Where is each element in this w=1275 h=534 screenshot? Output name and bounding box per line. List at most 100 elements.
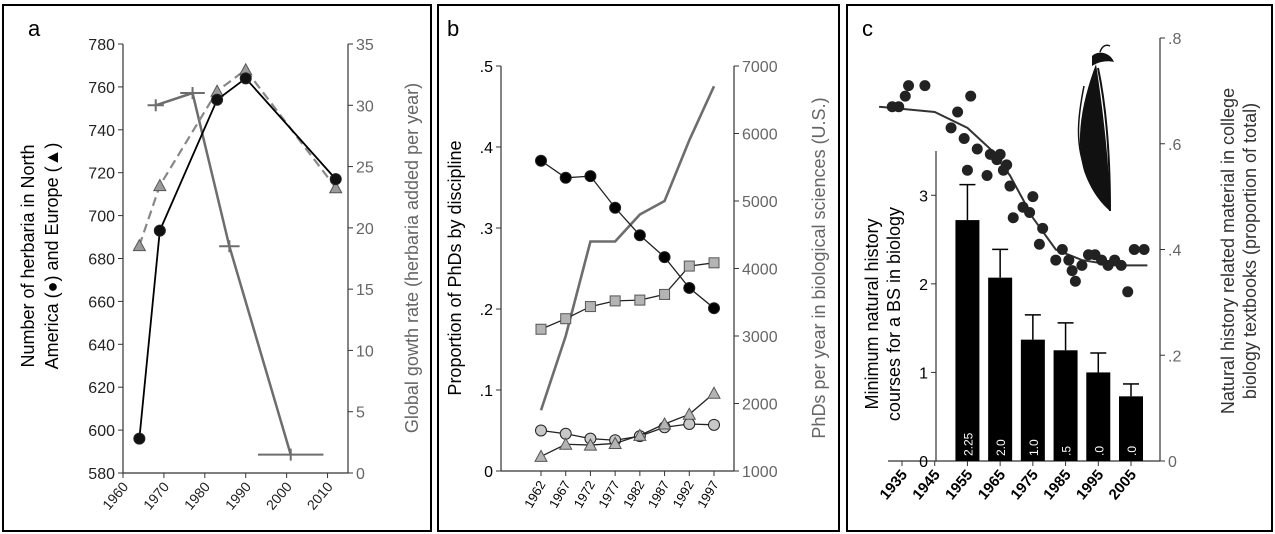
discipline-point	[609, 201, 622, 214]
europe-point	[328, 180, 343, 194]
y-axis-label-line-1: Minimum natural history	[862, 218, 882, 409]
y2-tick-label: 10	[356, 343, 374, 360]
textbook-point	[971, 143, 983, 155]
textbook-point	[1037, 222, 1049, 234]
panel-b: b 0 .1 .2 .3 .4 .5 1000 2000 3000 4000 5000 6000 7000…	[437, 4, 840, 532]
y2-tick-label: 4000	[742, 262, 778, 279]
y2-tick-label: 7000	[742, 59, 778, 76]
discipline-point	[683, 260, 695, 272]
bar-data-label: 2.0	[994, 439, 1008, 456]
north-america-point	[133, 432, 146, 445]
x-tick-label: 1990	[222, 478, 254, 512]
textbook-point	[1063, 254, 1075, 266]
bar-data-label: .0	[1092, 446, 1106, 456]
textbook-point	[1027, 191, 1039, 203]
y-tick-label: 700	[88, 209, 115, 226]
y-tick-label: 0	[484, 464, 493, 481]
textbook-point	[1066, 265, 1078, 277]
plant-illustration-part	[1092, 52, 1114, 66]
discipline-point	[583, 438, 598, 451]
series-growth-line	[155, 91, 292, 455]
bar-data-label: 2.25	[961, 432, 975, 456]
y-tick-label: 580	[88, 466, 115, 483]
textbook-point	[1024, 206, 1036, 218]
textbook-point	[945, 122, 957, 134]
discipline-point	[584, 301, 596, 313]
textbook-point	[893, 101, 905, 113]
x-tick-label: 1977	[595, 478, 622, 511]
textbook-point	[981, 169, 993, 181]
bar-data-label: .5	[1060, 446, 1074, 456]
x-tick-label: 1935	[877, 467, 911, 503]
y-tick-label: 600	[88, 423, 115, 440]
bar	[988, 277, 1013, 461]
y-tick-label: .1	[480, 383, 493, 400]
y2-tick-label: 5000	[742, 194, 778, 211]
bar	[1053, 350, 1078, 461]
y2-tick-label: 0	[1168, 454, 1177, 471]
textbook-point	[1007, 212, 1019, 224]
x-tick-label: 1972	[571, 478, 598, 511]
x-tick-label: 1955	[942, 467, 976, 503]
y-axis-label: Proportion of PhDs by discipline	[445, 140, 465, 395]
y2-tick-label: 30	[356, 98, 374, 115]
y2-tick-label: 6000	[742, 127, 778, 144]
textbook-point	[1004, 180, 1016, 192]
panel-letter: b	[447, 16, 459, 41]
textbook-point	[1001, 159, 1013, 171]
bar	[955, 220, 980, 461]
y-tick-label: 640	[88, 337, 115, 354]
discipline-point	[659, 288, 671, 300]
textbook-point	[899, 90, 911, 102]
bar	[1020, 339, 1045, 461]
y-tick-label: 740	[88, 123, 115, 140]
x-tick-label: 1960	[99, 478, 131, 512]
x-tick-label: 1965	[975, 467, 1009, 503]
north-america-point	[329, 173, 342, 186]
north-america-point	[211, 93, 224, 106]
textbook-point	[961, 164, 973, 176]
textbook-point	[1115, 259, 1127, 271]
textbook-point	[1128, 244, 1140, 255]
x-tick-label: 1980	[181, 478, 213, 512]
y-tick-label: 680	[88, 252, 115, 269]
y2-tick-label: .2	[1168, 348, 1181, 365]
x-tick-label: 1967	[546, 478, 573, 511]
y-tick-label: .3	[480, 221, 493, 238]
y-tick-label: 760	[88, 80, 115, 97]
y2-axis-label-line-1: Natural history related material in coll…	[1218, 88, 1238, 414]
plant-illustration-part	[1077, 85, 1089, 177]
series-north-america-line	[138, 77, 337, 439]
y2-axis-label: Global gowth rate (herbaria added per ye…	[402, 83, 422, 433]
discipline-point	[535, 323, 547, 335]
europe-point	[132, 238, 147, 252]
y-tick-label: 0	[919, 454, 928, 471]
y2-tick-label: 5	[356, 405, 365, 422]
textbook-point	[1056, 244, 1068, 255]
y2-tick-label: 2000	[742, 397, 778, 414]
y2-tick-label: 1000	[742, 464, 778, 481]
discipline-point	[584, 170, 597, 183]
discipline-point	[535, 154, 547, 167]
textbook-point	[1122, 286, 1134, 298]
textbook-point	[994, 148, 1006, 160]
x-tick-label: 1945	[909, 467, 943, 503]
discipline-point	[608, 436, 622, 449]
y-tick-label: 1	[919, 365, 928, 382]
y-tick-label: 2	[919, 277, 928, 294]
y2-tick-label: 15	[356, 282, 374, 299]
y-tick-label: 660	[88, 294, 115, 311]
discipline-point	[708, 257, 720, 269]
discipline-point	[534, 449, 548, 462]
y2-tick-label: 20	[356, 221, 374, 238]
chart-a: a 580 600 620 640 660 680 700 720 740 760 780 0 5 10 15…	[18, 16, 422, 513]
panel-c: c 0 1 2 3 0 .2 .4 .6 .8 1935 1945 1955 1965 1975 1985 19…	[846, 4, 1273, 532]
y2-axis-label: PhDs per year in biological sciences (U.…	[809, 97, 829, 438]
y2-tick-label: 25	[356, 160, 374, 177]
x-tick-label: 1982	[620, 478, 647, 511]
y-tick-label: .5	[480, 59, 493, 76]
textbook-point	[1033, 238, 1045, 250]
plant-illustration-part	[1079, 64, 1110, 211]
x-tick-label: 1970	[140, 478, 172, 512]
series-phd-total-line	[539, 85, 716, 411]
